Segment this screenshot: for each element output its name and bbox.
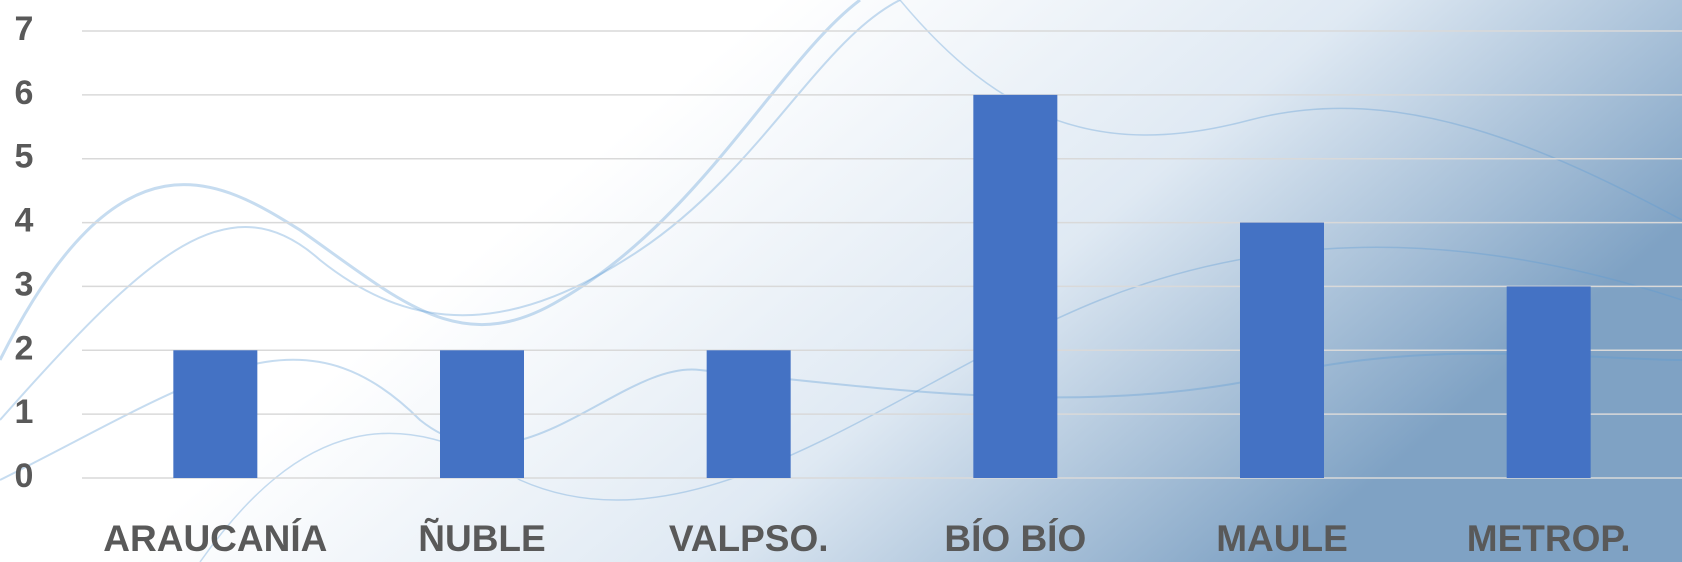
y-tick-label: 6 — [15, 74, 34, 112]
y-tick-label: 7 — [15, 10, 34, 48]
x-tick-label: METROP. — [1467, 518, 1631, 559]
x-tick-label: MAULE — [1216, 518, 1348, 559]
x-tick-label: ÑUBLE — [418, 517, 545, 559]
y-tick-label: 4 — [15, 202, 34, 240]
y-tick-label: 5 — [15, 138, 34, 176]
bar — [1240, 222, 1324, 478]
x-tick-label: VALPSO. — [669, 518, 829, 559]
x-tick-label: ARAUCANÍA — [103, 518, 327, 559]
bar — [706, 350, 791, 478]
y-tick-label: 1 — [15, 393, 34, 431]
y-tick-label: 0 — [15, 457, 34, 495]
bar — [973, 94, 1058, 478]
bar — [440, 350, 524, 478]
y-tick-label: 2 — [15, 329, 34, 367]
bar — [1506, 286, 1591, 478]
x-tick-label: BÍO BÍO — [944, 518, 1086, 559]
y-tick-label: 3 — [15, 265, 34, 303]
bar — [173, 350, 258, 478]
